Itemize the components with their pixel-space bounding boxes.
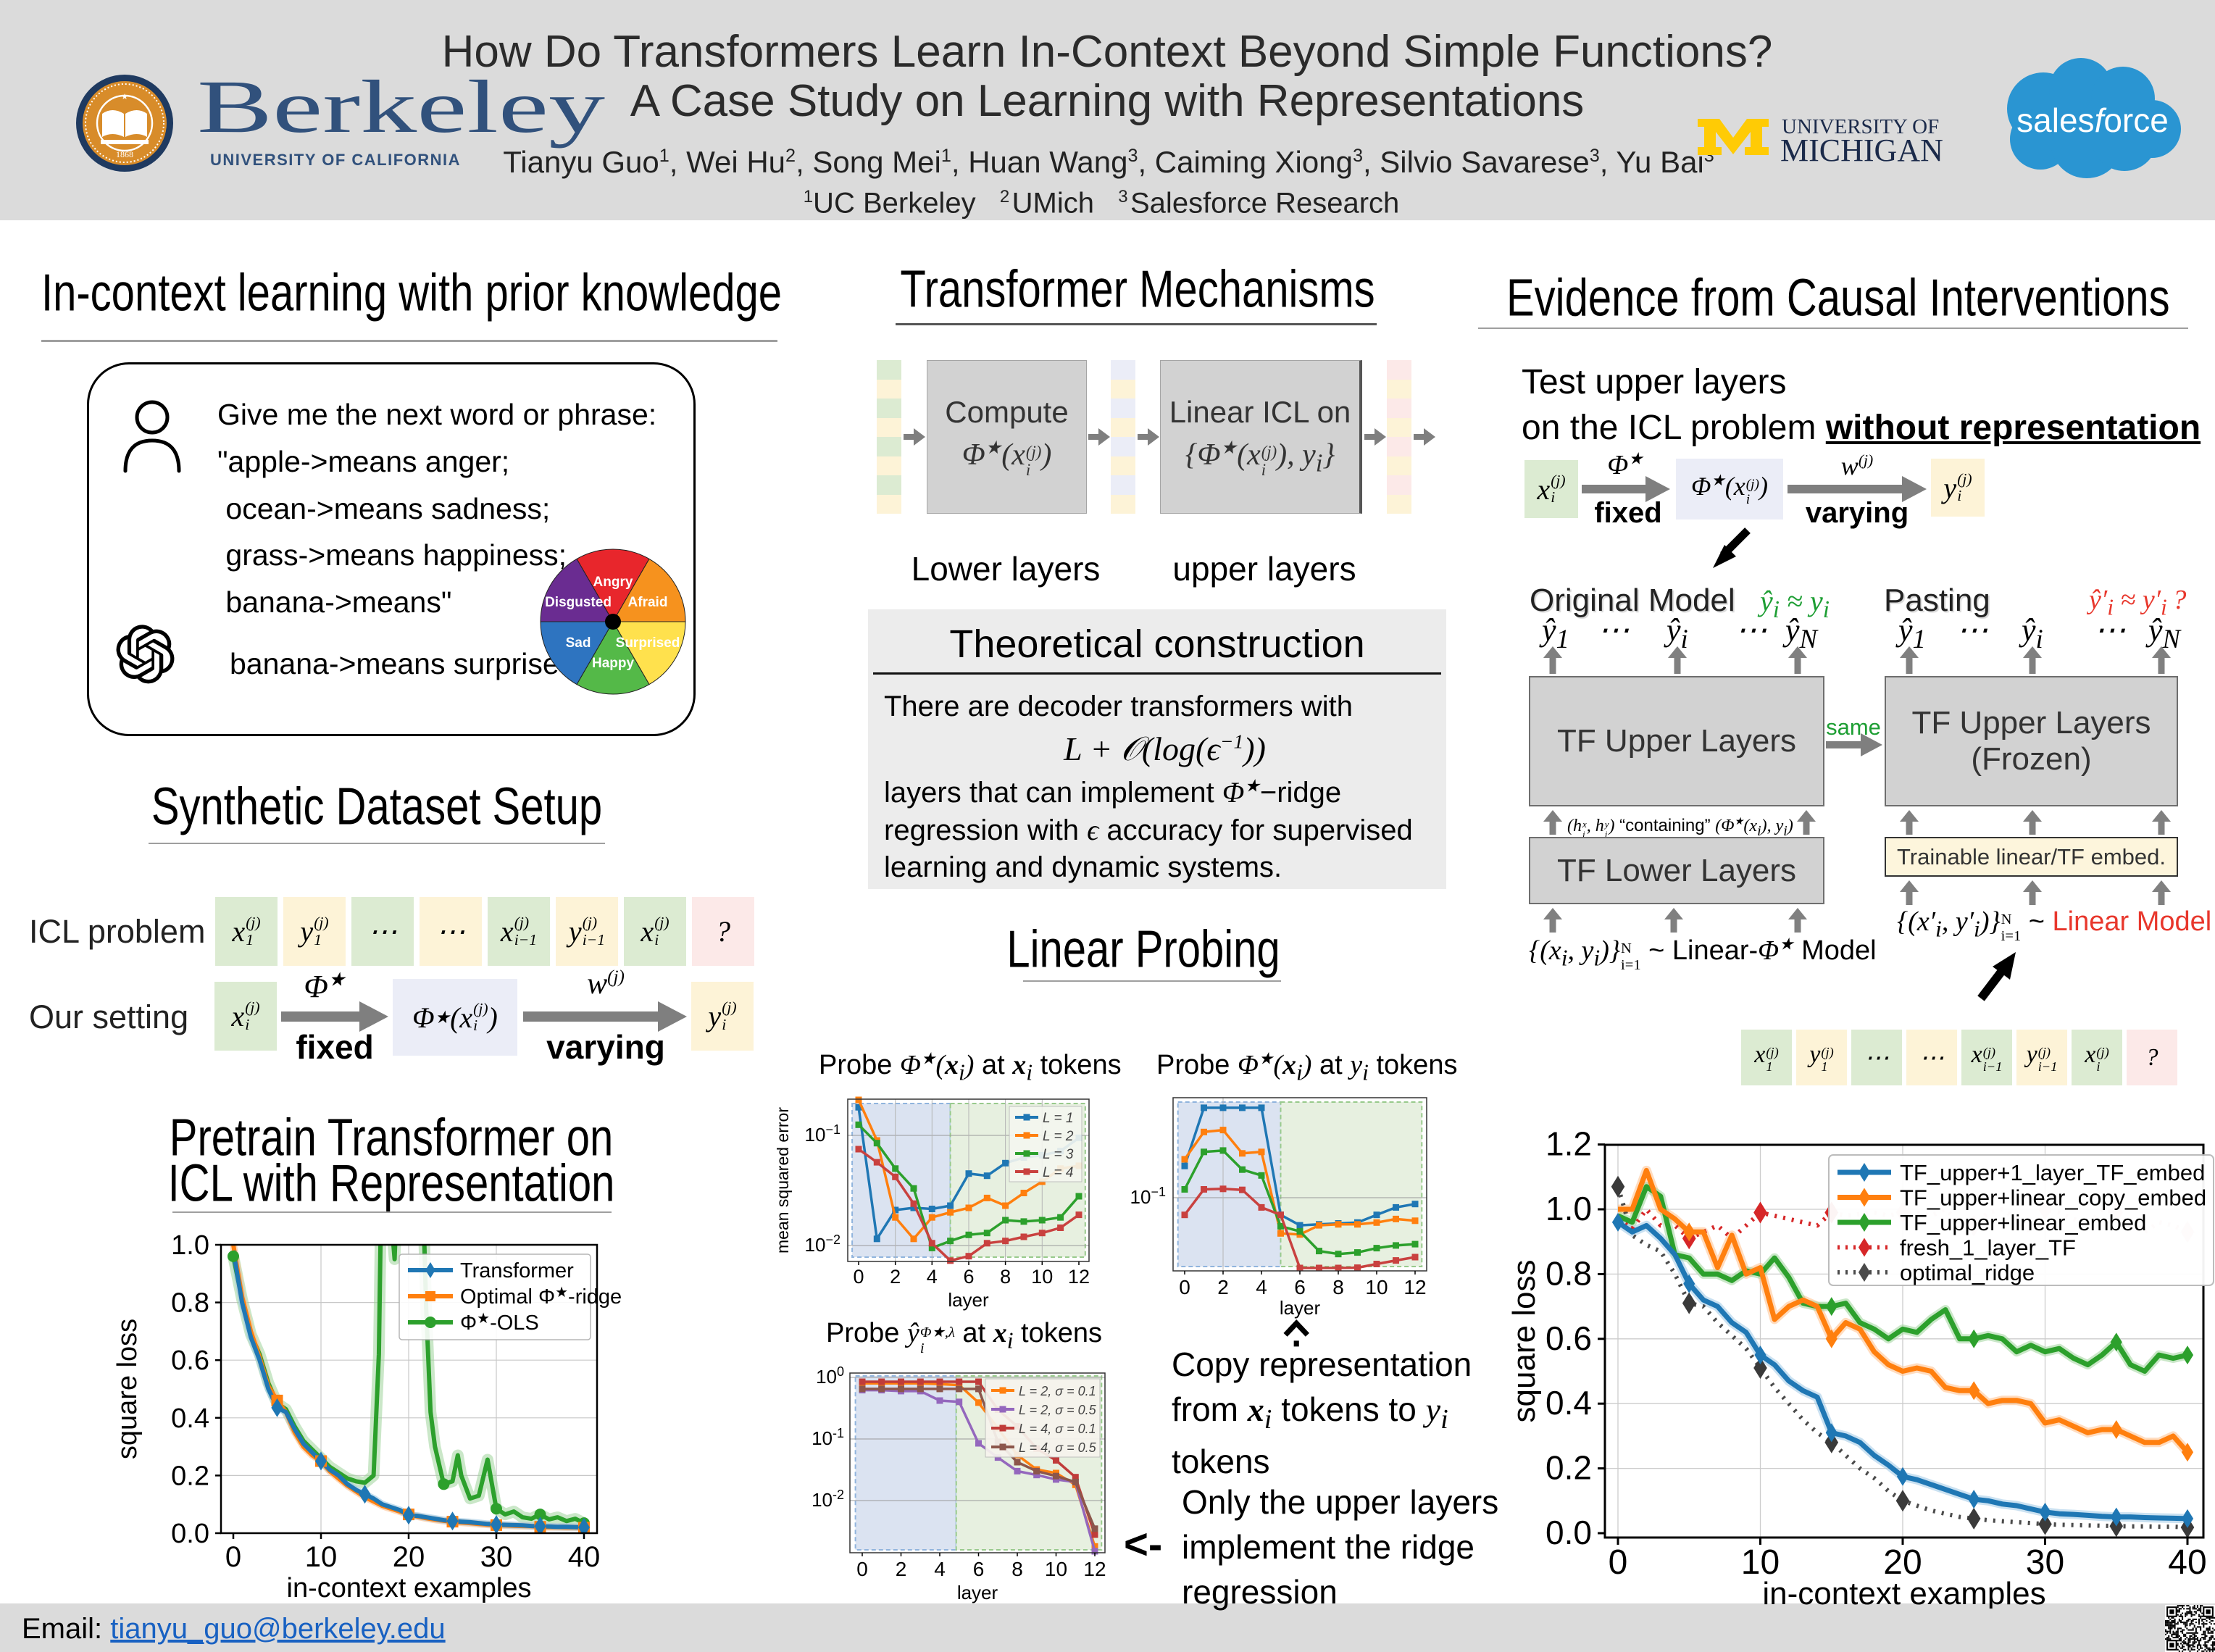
svg-text:in-context examples: in-context examples — [287, 1573, 532, 1603]
svg-text:0.6: 0.6 — [1546, 1319, 1592, 1357]
svg-text:8: 8 — [1000, 1266, 1011, 1288]
svg-text:0: 0 — [225, 1541, 241, 1573]
svg-text:0.6: 0.6 — [171, 1346, 209, 1376]
svg-text:Afraid: Afraid — [628, 595, 668, 610]
svg-text:6: 6 — [1294, 1276, 1306, 1298]
svg-text:salesforce: salesforce — [2016, 101, 2169, 139]
svg-text:TF_upper+linear_copy_embed: TF_upper+linear_copy_embed — [1900, 1185, 2206, 1211]
svg-text:square loss: square loss — [1507, 1259, 1542, 1422]
svg-text:10-1: 10-1 — [812, 1426, 844, 1449]
svg-text:★: ★ — [121, 93, 128, 101]
svg-text:L = 2, σ = 0.1: L = 2, σ = 0.1 — [1019, 1384, 1096, 1398]
svg-text:1868: 1868 — [116, 149, 133, 159]
svg-text:0: 0 — [853, 1266, 864, 1288]
svg-text:6: 6 — [973, 1558, 985, 1580]
svg-text:0.2: 0.2 — [1546, 1449, 1592, 1487]
svg-text:10: 10 — [1365, 1276, 1388, 1298]
svg-text:40: 40 — [2168, 1543, 2206, 1582]
svg-text:0: 0 — [1179, 1276, 1190, 1298]
svg-text:Transformer: Transformer — [460, 1259, 574, 1282]
svg-text:4: 4 — [927, 1266, 938, 1288]
svg-text:6: 6 — [963, 1266, 974, 1288]
svg-text:10-2: 10-2 — [812, 1488, 844, 1511]
svg-text:L = 4, σ = 0.1: L = 4, σ = 0.1 — [1019, 1422, 1096, 1436]
svg-text:layer: layer — [957, 1582, 998, 1603]
svg-text:Angry: Angry — [593, 575, 633, 590]
svg-text:12: 12 — [1068, 1266, 1090, 1288]
svg-text:2: 2 — [1217, 1276, 1229, 1298]
svg-text:0.4: 0.4 — [171, 1403, 209, 1434]
svg-text:0.2: 0.2 — [171, 1461, 209, 1491]
svg-text:Optimal Φ★-ridge: Optimal Φ★-ridge — [460, 1285, 622, 1309]
svg-text:10−1: 10−1 — [805, 1122, 840, 1146]
svg-text:L = 1: L = 1 — [1043, 1111, 1073, 1126]
svg-text:1.2: 1.2 — [1546, 1130, 1592, 1163]
svg-text:10: 10 — [305, 1541, 338, 1573]
svg-text:10−2: 10−2 — [805, 1232, 840, 1256]
svg-text:square loss: square loss — [116, 1319, 143, 1459]
svg-text:0: 0 — [1609, 1543, 1628, 1582]
svg-text:Disgusted: Disgusted — [545, 595, 612, 610]
svg-text:4: 4 — [934, 1558, 946, 1580]
svg-text:L = 2, σ = 0.5: L = 2, σ = 0.5 — [1019, 1403, 1097, 1417]
svg-text:30: 30 — [2026, 1543, 2064, 1582]
svg-text:10: 10 — [1031, 1266, 1053, 1288]
svg-text:fresh_1_layer_TF: fresh_1_layer_TF — [1900, 1235, 2076, 1261]
svg-text:2: 2 — [896, 1558, 907, 1580]
svg-text:MICHIGAN: MICHIGAN — [1780, 133, 1943, 167]
svg-text:Sad: Sad — [566, 635, 591, 651]
svg-text:Happy: Happy — [592, 656, 635, 671]
svg-text:Surprised: Surprised — [616, 635, 680, 651]
svg-text:40: 40 — [568, 1541, 601, 1573]
svg-text:UNIVERSITY OF: UNIVERSITY OF — [1782, 115, 1939, 138]
svg-text:30: 30 — [480, 1541, 513, 1573]
svg-text:2: 2 — [890, 1266, 901, 1288]
svg-text:20: 20 — [393, 1541, 425, 1573]
svg-text:TF_upper+1_layer_TF_embed: TF_upper+1_layer_TF_embed — [1900, 1160, 2205, 1185]
svg-text:L = 4: L = 4 — [1043, 1165, 1073, 1180]
svg-text:layer: layer — [948, 1289, 989, 1311]
svg-text:optimal_ridge: optimal_ridge — [1900, 1260, 2035, 1285]
svg-text:8: 8 — [1332, 1276, 1344, 1298]
svg-text:0.0: 0.0 — [1546, 1514, 1592, 1551]
svg-text:12: 12 — [1403, 1276, 1426, 1298]
svg-text:in-context examples: in-context examples — [1762, 1576, 2045, 1609]
svg-text:4: 4 — [1256, 1276, 1267, 1298]
svg-text:L = 4, σ = 0.5: L = 4, σ = 0.5 — [1019, 1440, 1097, 1455]
svg-text:0.8: 0.8 — [1546, 1254, 1592, 1292]
svg-text:12: 12 — [1083, 1558, 1106, 1580]
svg-text:100: 100 — [816, 1364, 844, 1388]
svg-text:8: 8 — [1011, 1558, 1023, 1580]
svg-text:0: 0 — [856, 1558, 868, 1580]
svg-text:mean squared error: mean squared error — [777, 1107, 792, 1253]
svg-text:0.4: 0.4 — [1546, 1384, 1592, 1422]
svg-text:10: 10 — [1045, 1558, 1067, 1580]
svg-text:L = 3: L = 3 — [1043, 1147, 1074, 1162]
svg-text:Φ★-OLS: Φ★-OLS — [460, 1311, 539, 1335]
svg-text:1.0: 1.0 — [171, 1230, 209, 1261]
svg-text:1.0: 1.0 — [1546, 1190, 1592, 1227]
svg-text:L = 2: L = 2 — [1043, 1129, 1074, 1144]
svg-text:10: 10 — [1741, 1543, 1780, 1582]
svg-text:layer: layer — [1280, 1297, 1321, 1319]
svg-text:0.0: 0.0 — [171, 1519, 209, 1549]
svg-text:10−1: 10−1 — [1130, 1185, 1166, 1208]
svg-text:0.8: 0.8 — [171, 1288, 209, 1319]
svg-text:20: 20 — [1883, 1543, 1922, 1582]
svg-text:TF_upper+linear_embed: TF_upper+linear_embed — [1900, 1210, 2146, 1235]
